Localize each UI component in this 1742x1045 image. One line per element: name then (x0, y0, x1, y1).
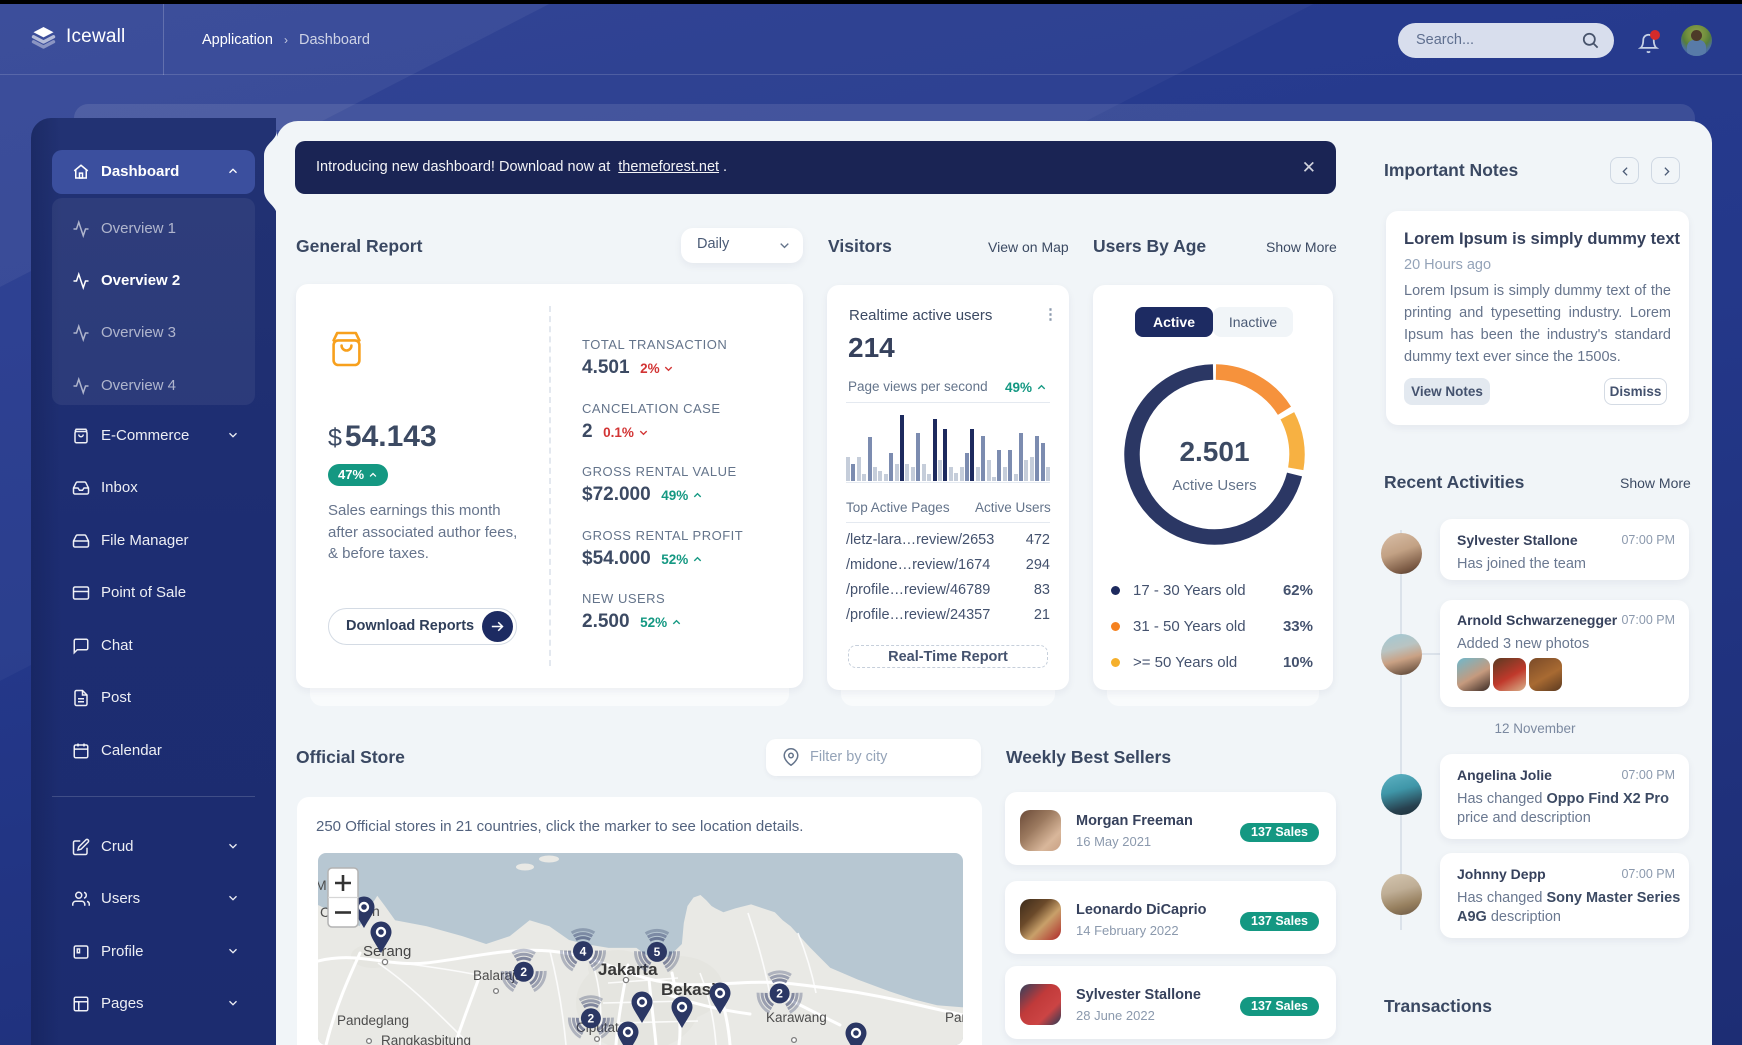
svg-text:Bekasi: Bekasi (661, 980, 716, 999)
svg-text:Rangkasbitung: Rangkasbitung (381, 1033, 471, 1045)
svg-text:M: M (318, 877, 327, 893)
svg-text:n: n (372, 903, 380, 919)
svg-text:Pandeglang: Pandeglang (337, 1013, 409, 1028)
svg-text:2: 2 (776, 987, 783, 1001)
svg-text:2: 2 (520, 965, 527, 979)
svg-text:5: 5 (654, 945, 661, 959)
svg-text:C: C (320, 904, 330, 920)
svg-text:Serang: Serang (363, 943, 411, 960)
svg-text:4: 4 (580, 944, 587, 958)
svg-text:2: 2 (588, 1012, 595, 1026)
svg-text:Jakarta: Jakarta (598, 960, 658, 979)
svg-text:Karawang: Karawang (766, 1010, 827, 1025)
svg-text:Par: Par (945, 1010, 963, 1025)
